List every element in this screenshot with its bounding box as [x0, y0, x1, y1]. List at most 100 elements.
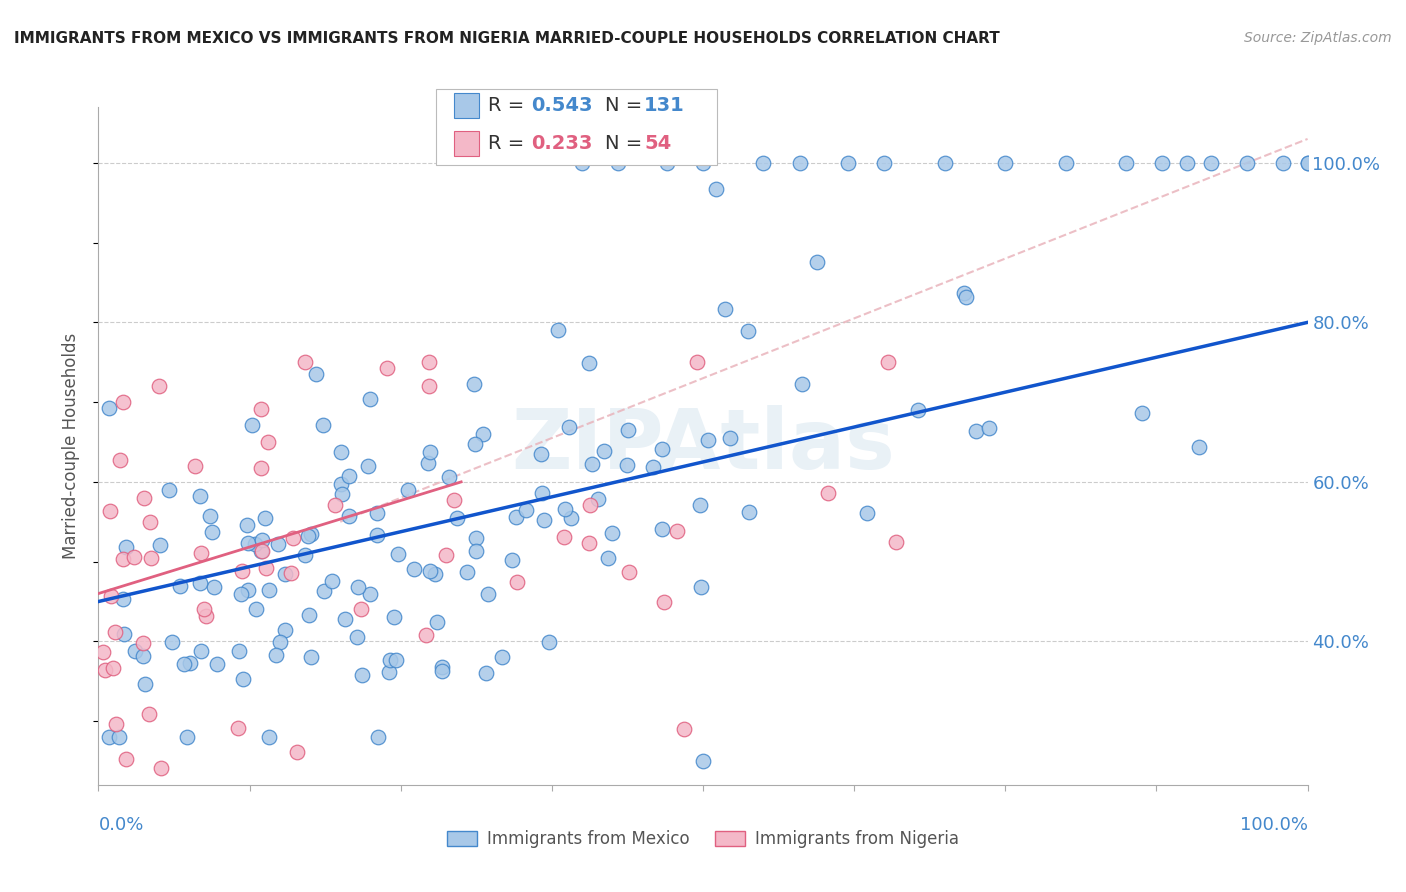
Point [297, 529, 319, 543]
Point [387, 547, 409, 561]
Point [907, 403, 929, 417]
Point [333, 612, 356, 626]
Point [558, 420, 581, 434]
Point [418, 379, 440, 393]
Point [1188, 440, 1211, 454]
Point [350, 602, 373, 616]
Point [579, 498, 602, 512]
Y-axis label: Married-couple Households: Married-couple Households [62, 333, 80, 559]
Point [506, 574, 529, 589]
Point [477, 587, 499, 601]
Point [714, 301, 737, 316]
Point [415, 628, 437, 642]
Point [979, 421, 1001, 435]
Point [752, 156, 775, 170]
Point [617, 423, 640, 437]
Point [124, 644, 146, 658]
Point [184, 458, 207, 473]
Point [689, 499, 711, 513]
Point [426, 615, 449, 629]
Point [404, 562, 426, 576]
Point [176, 730, 198, 744]
Point [226, 721, 249, 735]
Point [533, 513, 555, 527]
Point [195, 609, 218, 624]
Point [201, 524, 224, 539]
Point [243, 537, 266, 551]
Point [132, 636, 155, 650]
Point [236, 536, 259, 550]
Point [190, 576, 212, 591]
Point [198, 509, 221, 524]
Point [385, 652, 408, 666]
Point [236, 518, 259, 533]
Point [378, 653, 401, 667]
Point [704, 182, 727, 196]
Point [491, 650, 513, 665]
Point [547, 323, 569, 337]
Point [366, 527, 388, 541]
Point [692, 156, 714, 170]
Text: 100.0%: 100.0% [1240, 816, 1308, 834]
Point [111, 395, 134, 409]
Point [149, 538, 172, 552]
Point [616, 458, 638, 472]
Point [190, 644, 212, 658]
Point [305, 368, 328, 382]
Point [586, 491, 609, 506]
Point [651, 442, 673, 456]
Point [299, 527, 322, 541]
Point [101, 661, 124, 675]
Point [367, 730, 389, 744]
Point [873, 156, 896, 170]
Point [686, 355, 709, 369]
Point [665, 524, 688, 538]
Point [257, 582, 280, 597]
Point [104, 717, 127, 731]
Text: 0.543: 0.543 [531, 95, 593, 115]
Point [515, 502, 537, 516]
Point [692, 754, 714, 768]
Point [463, 377, 485, 392]
Point [240, 418, 263, 433]
Point [464, 532, 486, 546]
Point [501, 553, 523, 567]
Point [232, 673, 254, 687]
Point [250, 544, 273, 558]
Point [337, 508, 360, 523]
Point [256, 435, 278, 450]
Point [267, 537, 290, 551]
Point [149, 761, 172, 775]
Text: N =: N = [605, 135, 648, 153]
Point [953, 285, 976, 300]
Point [789, 156, 811, 170]
Point [134, 491, 156, 505]
Point [530, 447, 553, 461]
Point [157, 483, 180, 497]
Point [430, 665, 453, 679]
Point [1199, 156, 1222, 170]
Point [298, 607, 321, 622]
Point [581, 457, 603, 471]
Point [884, 535, 907, 549]
Point [173, 657, 195, 672]
Point [250, 544, 273, 558]
Point [600, 525, 623, 540]
Point [236, 582, 259, 597]
Point [115, 752, 138, 766]
Point [1175, 156, 1198, 170]
Point [193, 601, 215, 615]
Point [560, 511, 582, 525]
Point [280, 566, 302, 580]
Point [250, 461, 273, 475]
Point [179, 656, 201, 670]
Point [472, 427, 495, 442]
Point [350, 668, 373, 682]
Point [430, 659, 453, 673]
Text: 54: 54 [644, 135, 671, 153]
Point [1115, 156, 1137, 170]
Point [294, 548, 316, 562]
Point [321, 574, 343, 588]
Point [1272, 156, 1295, 170]
Point [655, 156, 678, 170]
